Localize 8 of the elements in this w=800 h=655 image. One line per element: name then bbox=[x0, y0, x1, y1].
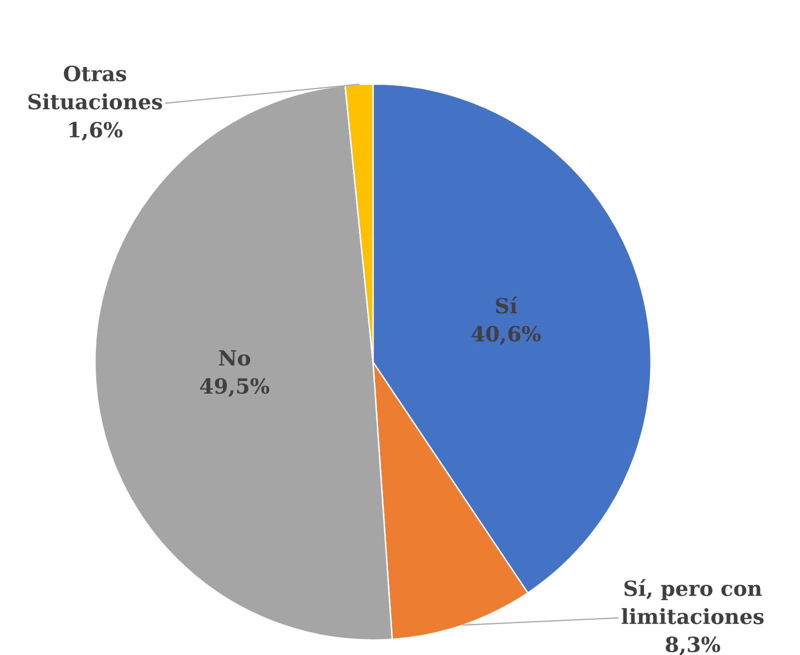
slice-label: Otras Situaciones bbox=[28, 66, 162, 110]
slice-label: No bbox=[218, 350, 250, 366]
slice-label: Sí bbox=[496, 296, 518, 314]
data-label: 8,3% bbox=[666, 636, 720, 655]
data-label: 49,5% bbox=[200, 378, 270, 397]
data-label: 40,6% bbox=[472, 326, 541, 345]
slice-label: Sí, pero con limitaciones bbox=[622, 579, 764, 624]
data-label: 1,6% bbox=[70, 122, 123, 141]
